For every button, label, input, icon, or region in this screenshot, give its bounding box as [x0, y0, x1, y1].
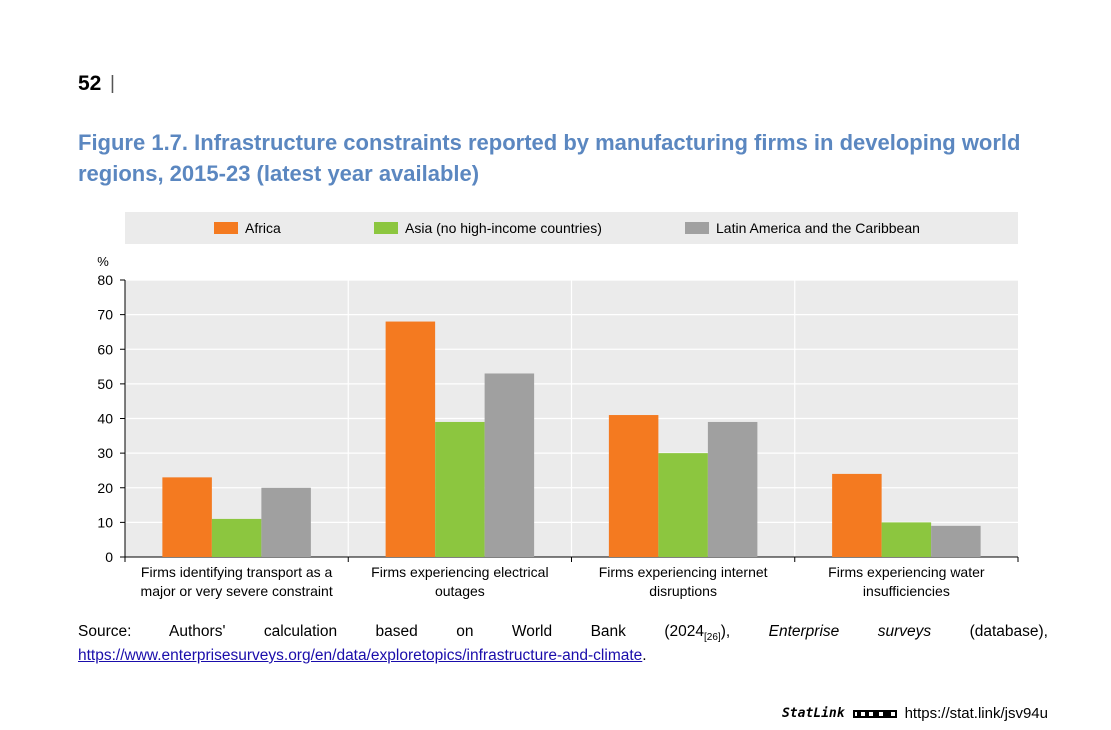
x-tick-label-0-0: Firms identifying transport as a	[141, 564, 333, 580]
source-end: .	[642, 647, 647, 664]
legend-swatch-1	[374, 222, 398, 234]
legend-swatch-0	[214, 222, 238, 234]
legend-label-1: Asia (no high-income countries)	[405, 220, 602, 236]
legend-label-0: Africa	[245, 220, 281, 236]
x-tick-label-1-1: outages	[435, 583, 485, 599]
x-tick-label-1-0: Firms experiencing electrical	[371, 564, 548, 580]
y-tick-label-4: 40	[97, 411, 113, 427]
bar-2-1	[484, 373, 535, 557]
statlink-logo-icon	[852, 709, 897, 718]
bar-1-1	[435, 421, 485, 557]
source-text: Authors' calculation based on World Bank…	[169, 623, 704, 640]
bar-0-3	[832, 473, 882, 557]
bar-chart: Africa Asia (no high-income countries) Lat…	[97, 212, 1019, 599]
bar-1-3	[881, 522, 932, 557]
bar-1-0	[211, 518, 262, 557]
source-ref: [26]	[704, 632, 721, 644]
source-after-ref: ),	[720, 623, 731, 640]
y-tick-label-3: 30	[97, 445, 113, 461]
legend-swatch-2	[685, 222, 709, 234]
x-tick-label-3-1: insufficiencies	[863, 583, 950, 599]
y-tick-label-0: 0	[105, 549, 113, 565]
bar-2-2	[707, 421, 758, 557]
y-tick-label-6: 60	[97, 341, 113, 357]
source-note: Source: Authors' calculation based on Wo…	[78, 620, 1048, 650]
source-tail: (database),	[969, 623, 1048, 640]
bar-0-2	[608, 415, 659, 557]
statlink-brand: StatLink	[781, 706, 845, 721]
bar-0-0	[162, 477, 212, 557]
statlink-url[interactable]: https://stat.link/jsv94u	[904, 705, 1048, 722]
x-tick-label-0-1: major or very severe constraint	[141, 583, 333, 599]
bar-1-2	[658, 453, 708, 557]
y-axis-unit-label: %	[97, 254, 109, 269]
y-tick-label-5: 50	[97, 376, 113, 392]
y-tick-label-7: 70	[97, 307, 113, 323]
y-tick-label-1: 10	[97, 514, 113, 530]
x-tick-label-2-0: Firms experiencing internet	[599, 564, 768, 580]
page-separator: |	[110, 73, 115, 94]
x-tick-label-3-0: Firms experiencing water	[828, 564, 985, 580]
y-tick-label-2: 20	[97, 480, 113, 496]
bar-0-1	[385, 321, 436, 557]
statlink: StatLink https://stat.link/jsv94u	[782, 705, 1048, 722]
figure-title: Figure 1.7. Infrastructure constraints r…	[78, 130, 1021, 186]
source-italic: Enterprise surveys	[768, 623, 932, 640]
x-tick-label-2-1: disruptions	[649, 583, 717, 599]
legend-background	[125, 212, 1018, 244]
source-link-line: https://www.enterprisesurveys.org/en/dat…	[78, 644, 647, 668]
y-tick-label-8: 80	[97, 272, 113, 288]
source-url-link[interactable]: https://www.enterprisesurveys.org/en/dat…	[78, 647, 643, 664]
legend-label-2: Latin America and the Caribbean	[716, 220, 920, 236]
bar-2-0	[261, 487, 311, 557]
page-number: 52	[78, 72, 102, 95]
bar-2-3	[931, 525, 981, 557]
source-label: Source:	[78, 623, 132, 640]
